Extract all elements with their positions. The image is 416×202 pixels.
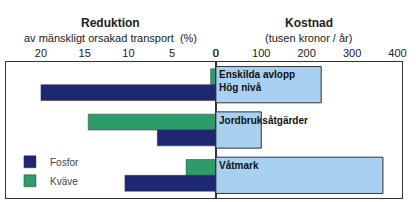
svg-text:Våtmark: Våtmark: [219, 160, 259, 171]
svg-text:15: 15: [79, 47, 91, 59]
svg-text:20: 20: [35, 47, 47, 59]
svg-text:Reduktion: Reduktion: [81, 16, 140, 30]
svg-text:av mänskligt orsakad transport: av mänskligt orsakad transport (%): [24, 32, 197, 44]
svg-text:Jordbruksåtgärder: Jordbruksåtgärder: [219, 115, 308, 126]
svg-text:Fosfor: Fosfor: [50, 157, 79, 168]
svg-text:100: 100: [252, 47, 270, 59]
svg-text:0: 0: [213, 47, 219, 59]
svg-text:200: 200: [297, 47, 315, 59]
svg-text:300: 300: [343, 47, 361, 59]
svg-text:0: 0: [213, 47, 219, 59]
svg-text:10: 10: [122, 47, 134, 59]
svg-text:5: 5: [169, 47, 175, 59]
svg-text:400: 400: [388, 47, 406, 59]
svg-text:(tusen kronor / år): (tusen kronor / år): [265, 32, 352, 44]
svg-text:Kostnad: Kostnad: [285, 16, 333, 30]
svg-text:Enskilda avloppHög nivå: Enskilda avloppHög nivå: [219, 69, 295, 93]
svg-text:Kväve: Kväve: [50, 176, 78, 187]
